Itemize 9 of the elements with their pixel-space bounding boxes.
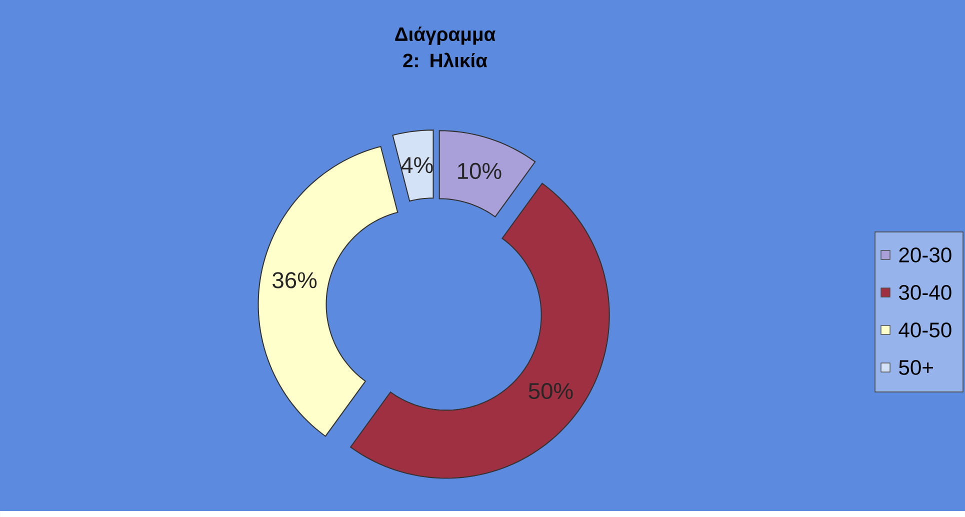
- legend-label: 30-40: [899, 285, 952, 300]
- legend-label: 20-30: [899, 248, 952, 262]
- chart-title: Διάγραμμα 2: Ηλικία: [395, 26, 496, 68]
- data-label: 4%: [401, 157, 433, 174]
- data-label: 36%: [272, 272, 317, 288]
- legend-label: 50+: [899, 360, 933, 375]
- data-label: 10%: [458, 162, 502, 180]
- legend-label: 40-50: [898, 322, 952, 338]
- data-label: 50%: [528, 382, 573, 400]
